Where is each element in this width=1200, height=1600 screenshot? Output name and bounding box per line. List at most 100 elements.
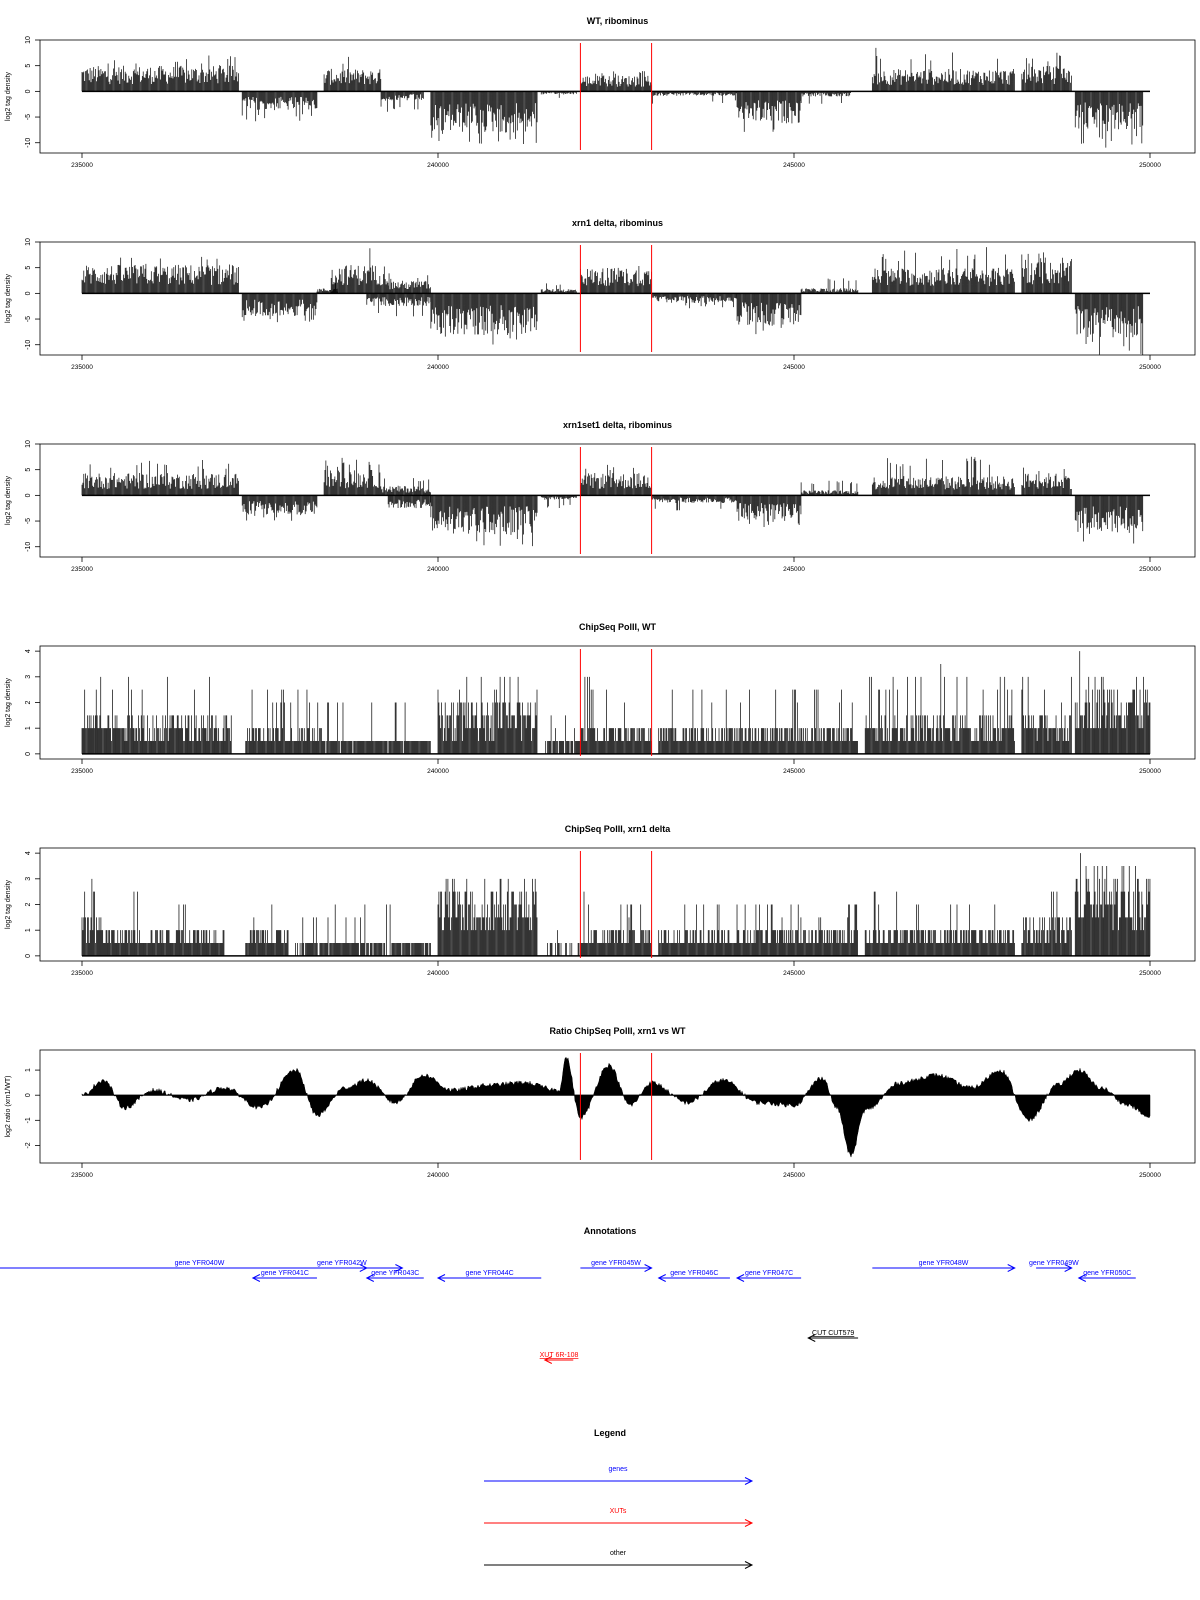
y-tick-label: -1 (25, 1117, 32, 1123)
y-tick-label: 2 (25, 902, 32, 906)
x-tick-label: 240000 (427, 768, 449, 775)
legend-entry: XUTs (484, 1508, 754, 1527)
x-tick-label: 250000 (1139, 768, 1161, 775)
legend-label: genes (608, 1466, 628, 1473)
arrowhead-icon (744, 1477, 754, 1485)
feature-label: XUT 6R-108 (540, 1352, 579, 1359)
x-tick-label: 235000 (71, 970, 93, 977)
x-tick-label: 250000 (1139, 970, 1161, 977)
arrowhead-icon (1077, 1274, 1087, 1282)
arrowhead-icon (657, 1274, 666, 1282)
signal-bars (81, 651, 1151, 754)
y-tick-label: 5 (25, 266, 32, 270)
arrowhead-icon (744, 1519, 754, 1527)
arrowhead-icon (744, 1561, 754, 1569)
legend-label: XUTs (610, 1508, 627, 1515)
y-tick-label: 1 (25, 726, 32, 730)
x-tick-label: 250000 (1139, 162, 1161, 169)
y-tick-label: -5 (25, 316, 32, 322)
x-tick-label: 240000 (427, 970, 449, 977)
feature-label: gene YFR044C (466, 1270, 514, 1277)
feature-label: gene YFR042W (317, 1260, 367, 1267)
arrowhead-icon (365, 1274, 375, 1282)
feature-label: CUT CUT579 (812, 1330, 854, 1337)
track-panel: WT, ribominus log2 tag density -10 -5 0 5 10 23… (5, 16, 1196, 169)
x-tick-label: 240000 (427, 1172, 449, 1179)
y-tick-label: 3 (25, 877, 32, 881)
arrowhead-icon (395, 1264, 404, 1272)
y-axis-label: log2 tag density (5, 879, 12, 929)
signal-bars (81, 456, 1144, 547)
y-tick-label: 10 (25, 36, 32, 44)
y-tick-label: -2 (25, 1142, 32, 1148)
feature-label: gene YFR045W (591, 1260, 641, 1267)
feature-label: gene YFR050C (1083, 1270, 1131, 1277)
y-tick-label: 0 (25, 291, 32, 295)
annotation-feature: gene YFR046C (657, 1270, 730, 1282)
arrowhead-icon (543, 1356, 553, 1364)
y-axis-label: log2 tag density (5, 475, 12, 525)
y-tick-label: 10 (25, 440, 32, 448)
y-tick-label: 5 (25, 468, 32, 472)
y-tick-label: 1 (25, 928, 32, 932)
annotation-feature: gene YFR045W (580, 1260, 653, 1272)
annotations-title: Annotations (584, 1226, 637, 1236)
track-panel: xrn1set1 delta, ribominus log2 tag densit… (5, 420, 1196, 573)
x-tick-label: 245000 (783, 566, 805, 573)
track-panel: ChipSeq PolII, xrn1 delta log2 tag densit… (5, 824, 1196, 977)
feature-label: gene YFR040W (175, 1260, 225, 1267)
y-tick-label: -10 (25, 138, 32, 148)
arrowhead-icon (735, 1274, 745, 1282)
x-tick-label: 235000 (71, 1172, 93, 1179)
x-tick-label: 240000 (427, 364, 449, 371)
x-tick-label: 240000 (427, 566, 449, 573)
track-panel: xrn1 delta, ribominus log2 tag density -10… (5, 218, 1196, 371)
x-tick-label: 245000 (783, 1172, 805, 1179)
feature-label: gene YFR046C (670, 1270, 718, 1277)
feature-label: gene YFR043C (371, 1270, 419, 1277)
y-tick-label: -5 (25, 114, 32, 120)
x-tick-label: 235000 (71, 162, 93, 169)
arrowhead-icon (1007, 1264, 1016, 1272)
panel-title: xrn1 delta, ribominus (572, 218, 663, 228)
annotation-feature: XUT 6R-108 (540, 1352, 579, 1364)
y-tick-label: 0 (25, 752, 32, 756)
signal-bars (81, 47, 1144, 148)
y-tick-label: -10 (25, 542, 32, 552)
x-tick-label: 235000 (71, 364, 93, 371)
feature-label: gene YFR047C (745, 1270, 793, 1277)
arrowhead-icon (359, 1264, 368, 1272)
track-panel: ChipSeq PolII, WT log2 tag density 0 1 2 3 4 23… (5, 622, 1196, 775)
x-tick-label: 245000 (783, 364, 805, 371)
y-axis-label: log2 tag density (5, 677, 12, 727)
feature-label: gene YFR049W (1029, 1260, 1079, 1267)
x-tick-label: 245000 (783, 768, 805, 775)
annotation-feature: gene YFR044C (436, 1270, 542, 1282)
legend: Legend genes XUTs other (484, 1428, 754, 1569)
y-axis-label: log2 ratio (xrn1/WT) (5, 1076, 12, 1138)
x-tick-label: 250000 (1139, 364, 1161, 371)
x-tick-label: 245000 (783, 970, 805, 977)
legend-entry: genes (484, 1466, 754, 1485)
y-tick-label: -10 (25, 340, 32, 350)
panel-frame (39, 1049, 1196, 1164)
panel-title: xrn1set1 delta, ribominus (563, 420, 672, 430)
y-tick-label: 1 (25, 1068, 32, 1072)
legend-entry: other (484, 1550, 754, 1569)
x-tick-label: 250000 (1139, 1172, 1161, 1179)
panel-title: WT, ribominus (587, 16, 649, 26)
arrowhead-icon (644, 1264, 653, 1272)
legend-title: Legend (594, 1428, 626, 1438)
feature-label: gene YFR048W (919, 1260, 969, 1267)
panel-frame (39, 443, 1196, 558)
arrowhead-icon (436, 1274, 446, 1282)
annotation-feature: gene YFR048W (872, 1260, 1016, 1272)
y-axis-label: log2 tag density (5, 71, 12, 121)
y-tick-label: 4 (25, 851, 32, 855)
arrowhead-icon (251, 1274, 261, 1282)
y-tick-label: -5 (25, 518, 32, 524)
annotation-feature: gene YFR047C (735, 1270, 802, 1282)
y-tick-label: 3 (25, 675, 32, 679)
y-axis-label: log2 tag density (5, 273, 12, 323)
